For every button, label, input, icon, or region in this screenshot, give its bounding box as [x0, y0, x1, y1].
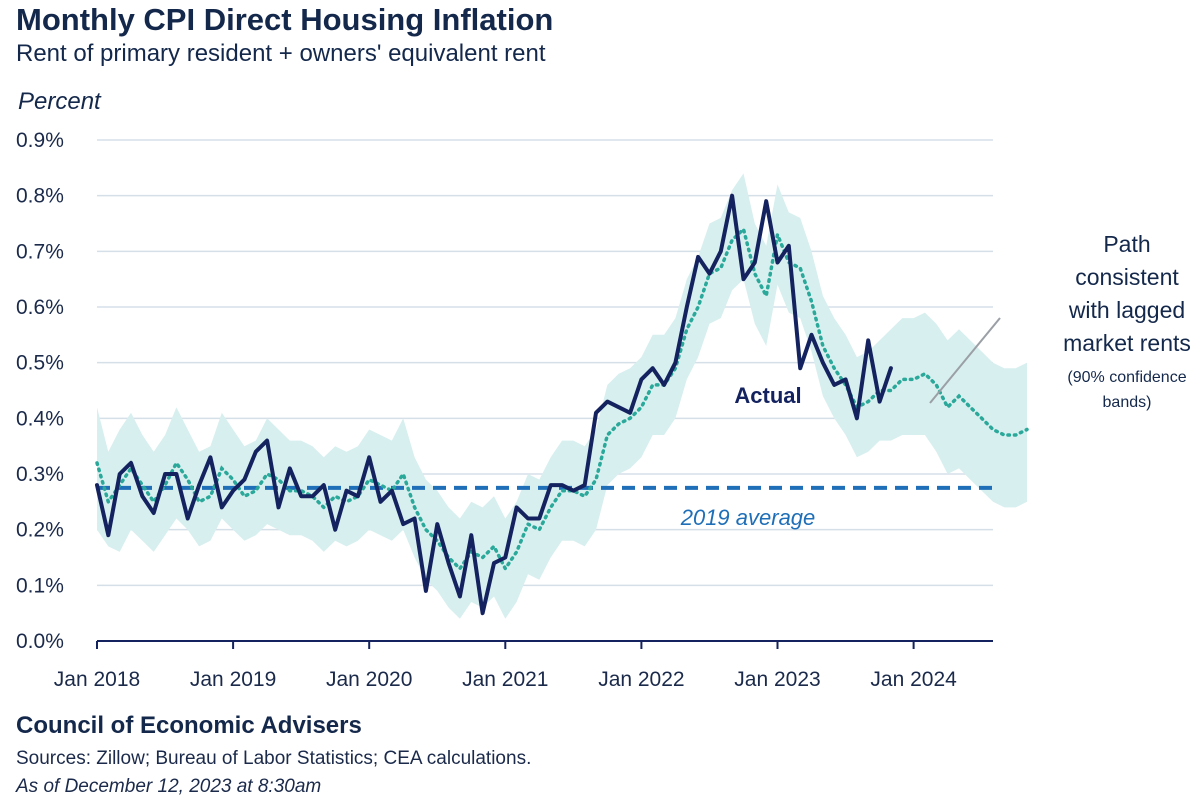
- x-tick-label: Jan 2019: [190, 668, 276, 691]
- y-axis-label: Percent: [18, 88, 101, 115]
- x-tick-label: Jan 2023: [734, 668, 820, 691]
- x-tick-label: Jan 2018: [54, 668, 140, 691]
- chart-subtitle: Rent of primary resident + owners' equiv…: [16, 40, 546, 67]
- path-label-line: with lagged: [1068, 297, 1185, 323]
- band-label-line: bands): [1103, 394, 1152, 411]
- projection-line: [95, 225, 1029, 573]
- y-tick-label: 0.6%: [16, 296, 64, 319]
- projection-series: [95, 225, 1029, 573]
- y-tick-label: 0.7%: [16, 240, 64, 263]
- organization-name: Council of Economic Advisers: [16, 712, 362, 739]
- y-tick-label: 0.9%: [16, 129, 64, 152]
- axes: 0.0% 0.1% 0.2% 0.3% 0.4% 0.5% 0.6% 0.7% 0.8% 0.9%…: [16, 129, 993, 691]
- band-label-line: (90% confidence: [1067, 369, 1186, 386]
- actual-line: [95, 193, 893, 616]
- path-label-line: Path: [1103, 231, 1150, 257]
- actual-series: [95, 193, 893, 616]
- actual-label: Actual: [734, 383, 801, 408]
- y-tick-label: 0.5%: [16, 352, 64, 375]
- average-label: 2019 average: [680, 505, 816, 530]
- annotation-pointer-line: [929, 317, 1001, 404]
- as-of-note: As of December 12, 2023 at 8:30am: [16, 776, 322, 797]
- x-tick-label: Jan 2024: [870, 668, 957, 691]
- x-tick-label: Jan 2021: [462, 668, 548, 691]
- path-label-line: consistent: [1075, 264, 1179, 290]
- y-tick-label: 0.2%: [16, 519, 64, 542]
- y-tick-label: 0.8%: [16, 185, 64, 208]
- x-tick-label: Jan 2020: [326, 668, 412, 691]
- y-tick-label: 0.3%: [16, 463, 64, 486]
- y-tick-label: 0.4%: [16, 407, 64, 430]
- y-tick-label: 0.0%: [16, 630, 64, 653]
- path-label-line: market rents: [1063, 330, 1191, 356]
- chart-title: Monthly CPI Direct Housing Inflation: [16, 2, 554, 37]
- sources-note: Sources: Zillow; Bureau of Labor Statist…: [16, 748, 532, 769]
- x-tick-label: Jan 2022: [598, 668, 684, 691]
- annotations: Actual 2019 average Path consistent with lag…: [680, 231, 1191, 530]
- confidence-band: [97, 173, 1027, 619]
- confidence-band-area: [97, 173, 1027, 619]
- y-tick-label: 0.1%: [16, 574, 64, 597]
